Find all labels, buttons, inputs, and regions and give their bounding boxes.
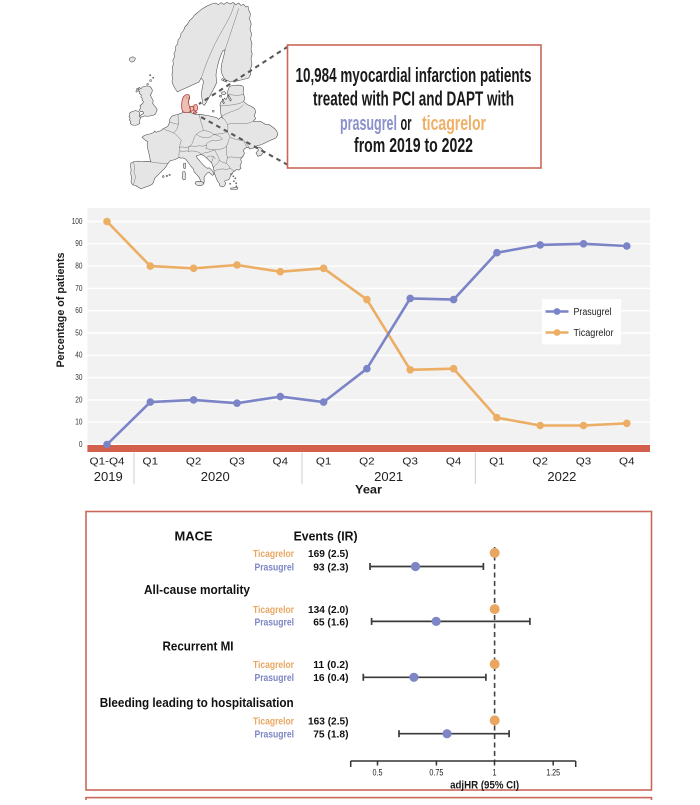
svg-text:Percentage of patients: Percentage of patients (55, 253, 67, 368)
svg-text:Q4: Q4 (619, 457, 635, 468)
svg-text:Events (IR): Events (IR) (294, 529, 358, 544)
svg-text:from 2019 to 2022: from 2019 to 2022 (354, 135, 473, 157)
svg-text:Ticagrelor: Ticagrelor (253, 548, 294, 560)
svg-text:All-cause mortality: All-cause mortality (144, 582, 251, 597)
svg-text:Q1: Q1 (316, 457, 332, 468)
svg-text:ticagrelor: ticagrelor (422, 113, 486, 135)
svg-text:Bleeding leading to hospitalis: Bleeding leading to hospitalisation (100, 695, 294, 710)
svg-text:Prasugrel: Prasugrel (255, 561, 295, 573)
svg-text:Q3: Q3 (576, 457, 592, 468)
svg-text:75 (1.8): 75 (1.8) (313, 729, 348, 741)
svg-text:MACE: MACE (175, 529, 213, 544)
svg-text:Prasugrel: Prasugrel (255, 672, 295, 684)
svg-text:2021: 2021 (374, 469, 403, 484)
svg-text:Q3: Q3 (402, 457, 418, 468)
svg-text:0: 0 (79, 440, 83, 449)
svg-text:20: 20 (75, 395, 83, 404)
svg-text:0.75: 0.75 (429, 768, 443, 778)
svg-text:80: 80 (75, 262, 83, 271)
svg-text:Prasugrel: Prasugrel (255, 616, 295, 628)
svg-text:30: 30 (75, 373, 83, 382)
svg-text:Recurrent MI: Recurrent MI (163, 639, 234, 654)
svg-text:40: 40 (75, 351, 83, 360)
svg-text:Prasugrel: Prasugrel (574, 307, 612, 318)
svg-text:Year: Year (355, 485, 383, 497)
svg-text:adjHR (95% CI): adjHR (95% CI) (450, 780, 519, 792)
svg-text:Q2: Q2 (359, 457, 375, 468)
svg-text:169 (2.5): 169 (2.5) (308, 548, 349, 560)
svg-text:Q1: Q1 (143, 457, 159, 468)
svg-text:70: 70 (75, 284, 83, 293)
svg-text:Q1: Q1 (489, 457, 505, 468)
svg-text:Q4: Q4 (273, 457, 289, 468)
svg-text:1: 1 (493, 768, 497, 778)
svg-text:Ticagrelor: Ticagrelor (253, 715, 294, 727)
svg-text:Q3: Q3 (229, 457, 245, 468)
svg-text:11 (0.2): 11 (0.2) (313, 659, 348, 671)
svg-text:16 (0.4): 16 (0.4) (313, 672, 348, 684)
svg-text:prasugrel: prasugrel (340, 113, 397, 135)
svg-text:or: or (401, 113, 412, 135)
svg-text:Q1-Q4: Q1-Q4 (90, 457, 126, 468)
svg-text:0.5: 0.5 (373, 768, 383, 778)
svg-text:2019: 2019 (94, 469, 123, 484)
svg-text:Q4: Q4 (446, 457, 462, 468)
svg-text:Prasugrel: Prasugrel (255, 729, 295, 741)
svg-text:93 (2.3): 93 (2.3) (313, 561, 348, 573)
svg-text:treated with PCI and DAPT with: treated with PCI and DAPT with (313, 89, 514, 111)
svg-text:100: 100 (72, 217, 83, 226)
svg-text:134 (2.0): 134 (2.0) (308, 604, 349, 616)
svg-text:Ticagrelor: Ticagrelor (253, 659, 294, 671)
svg-text:65 (1.6): 65 (1.6) (313, 616, 348, 628)
svg-text:Q2: Q2 (532, 457, 548, 468)
svg-text:163 (2.5): 163 (2.5) (308, 715, 349, 727)
svg-text:10: 10 (75, 418, 83, 427)
svg-text:60: 60 (75, 306, 83, 315)
svg-text:Ticagrelor: Ticagrelor (574, 328, 615, 339)
svg-text:1.25: 1.25 (546, 768, 560, 778)
svg-text:2020: 2020 (201, 469, 230, 484)
svg-text:Q2: Q2 (186, 457, 202, 468)
svg-text:90: 90 (75, 239, 83, 248)
svg-text:2022: 2022 (547, 469, 576, 484)
svg-text:Ticagrelor: Ticagrelor (253, 604, 294, 616)
svg-text:50: 50 (75, 328, 83, 337)
svg-text:10,984 myocardial infarction p: 10,984 myocardial infarction patients (296, 65, 532, 87)
